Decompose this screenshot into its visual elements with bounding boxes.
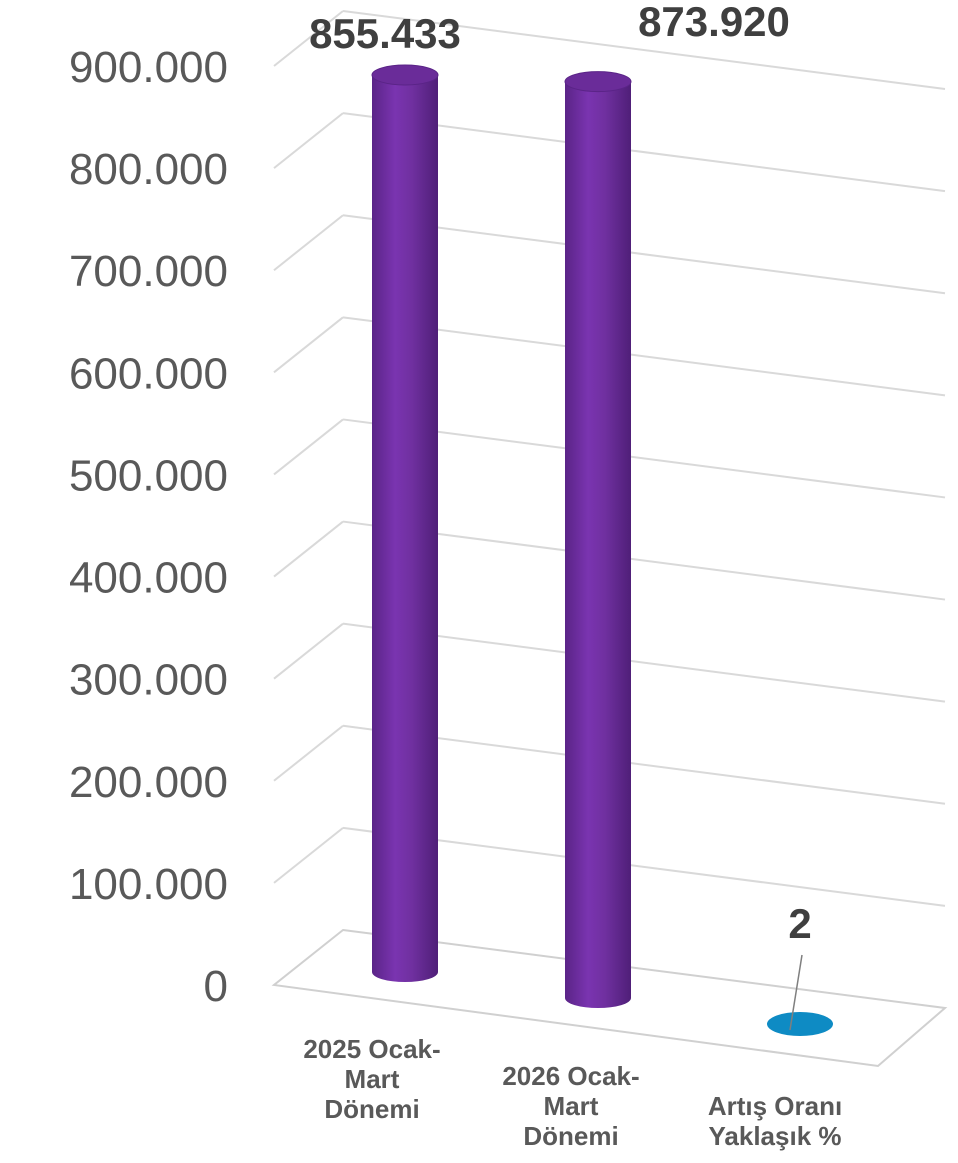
gridline [342,826,946,907]
gridlines [273,10,946,907]
y-tick-label: 300.000 [69,656,228,705]
category-label-line: Mart [544,1091,599,1121]
bar-top [371,64,439,86]
y-tick-label: 200.000 [69,758,228,807]
category-label-line: Yaklaşık % [709,1121,842,1151]
category-label-line: 2025 Ocak- [303,1034,440,1064]
data-label-2: 873.920 [638,0,790,45]
gridline-side [273,520,344,578]
gridline [342,112,946,193]
gridline-side [273,622,344,680]
category-label-1: 2025 Ocak-Mart Dönemi [303,1034,440,1124]
category-label-line: Artış Oranı [708,1091,842,1121]
gridline [342,622,946,703]
y-tick-label: 900.000 [69,43,228,92]
bar-2 [564,71,632,1008]
category-label-line: Dönemi [523,1121,618,1151]
y-tick-label: 100.000 [69,860,228,909]
y-tick-label: 400.000 [69,554,228,603]
bar-body [565,81,631,1008]
category-label-line: Mart [345,1064,400,1094]
data-label-1: 855.433 [309,10,461,57]
category-label-line: 2026 Ocak- [502,1061,639,1091]
gridline-side [273,827,344,884]
gridline [342,316,946,397]
data-label-3: 2 [788,900,811,947]
bar-3 [767,1012,833,1036]
gridline [342,520,946,601]
gridline-side [273,724,344,782]
y-axis-ticks: 0 100.000 200.000 300.000 400.000 500.000 600.… [69,43,228,1011]
gridline [342,418,946,499]
y-tick-label: 800.000 [69,145,228,194]
category-label-line: Dönemi [324,1094,419,1124]
bar-body [372,75,438,982]
leader-line [789,954,803,1031]
gridline-side [273,214,344,272]
gridline [342,724,946,805]
gridline [342,214,946,295]
category-label-2: 2026 Ocak-Mart Dönemi [502,1061,639,1151]
y-tick-label: 700.000 [69,247,228,296]
data-labels: 855.433 873.920 2 [309,0,812,1031]
category-label-3: Artış Oranı Yaklaşık % [708,1091,842,1151]
y-tick-label: 0 [204,962,228,1011]
bar-1 [371,64,439,982]
y-tick-label: 500.000 [69,451,228,500]
gridline-side [273,418,344,476]
gridline-side [273,112,344,169]
bar-top [564,71,632,93]
bar-disc [767,1012,833,1036]
gridline-side [273,316,344,374]
bars [371,64,833,1036]
y-tick-label: 600.000 [69,349,228,398]
gridline-side [273,10,344,67]
gridline [342,10,946,90]
